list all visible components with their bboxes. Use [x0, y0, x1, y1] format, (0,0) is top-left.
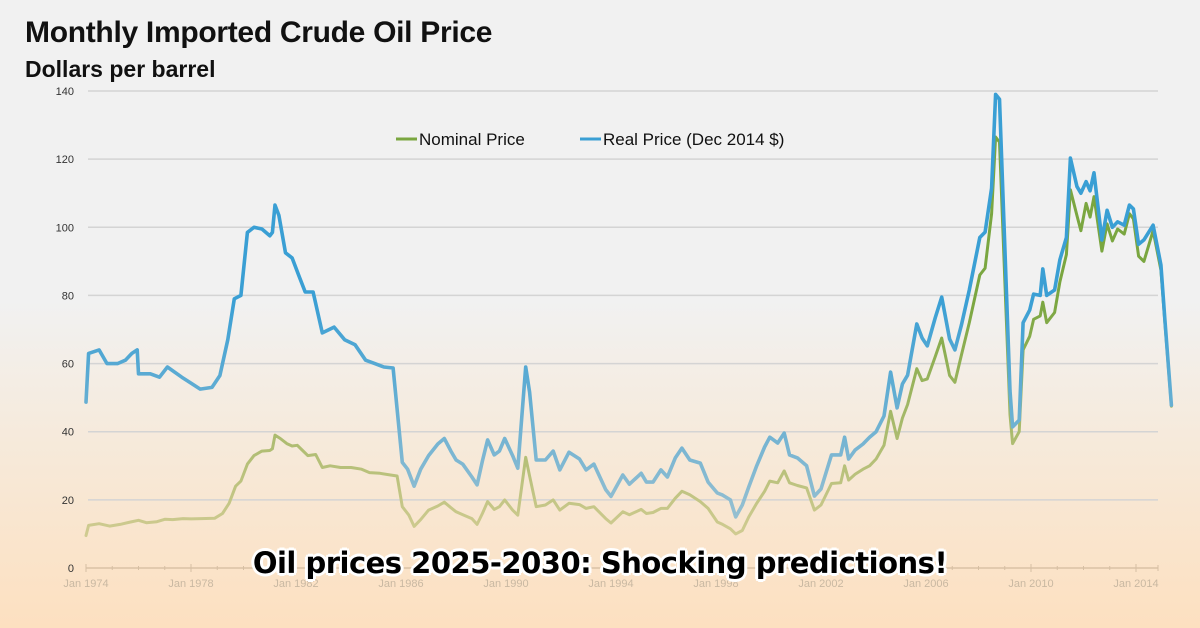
- x-tick-label: Jan 1994: [588, 578, 633, 590]
- chart-title: Monthly Imported Crude Oil Price: [25, 16, 493, 49]
- y-tick-label: 140: [56, 86, 74, 98]
- y-tick-label: 100: [56, 222, 74, 234]
- series: [84, 92, 1174, 538]
- chart-subtitle: Dollars per barrel: [25, 56, 216, 82]
- y-axis: 0 20 40 60 80 100 120 140: [56, 86, 74, 575]
- x-tick-label: Jan 1974: [63, 578, 108, 590]
- series-line-real: [84, 92, 1174, 519]
- headline-overlay: Oil prices 2025-2030: Shocking predictio…: [252, 546, 948, 580]
- gridlines: [88, 90, 1158, 501]
- y-tick-label: 120: [56, 154, 74, 166]
- x-tick-label: Jan 2006: [903, 578, 948, 590]
- legend-label-nominal: Nominal Price: [419, 130, 525, 149]
- y-tick-label: 0: [68, 563, 74, 575]
- y-tick-label: 40: [62, 427, 74, 439]
- x-tick-label: Jan 1990: [483, 578, 528, 590]
- y-tick-label: 80: [62, 290, 74, 302]
- x-tick-label: Jan 2010: [1008, 578, 1053, 590]
- y-tick-label: 60: [62, 359, 74, 371]
- x-axis: Jan 1974 Jan 1978 Jan 1982 Jan 1986 Jan 1990…: [63, 564, 1159, 590]
- legend: Nominal Price Real Price (Dec 2014 $): [396, 130, 784, 149]
- y-tick-label: 20: [62, 495, 74, 507]
- x-tick-label: Jan 2014: [1113, 578, 1158, 590]
- x-tick-label: Jan 2002: [798, 578, 843, 590]
- x-tick-label: Jan 1986: [378, 578, 423, 590]
- x-tick-label: Jan 1982: [273, 578, 318, 590]
- x-tick-label: Jan 1978: [168, 578, 213, 590]
- legend-label-real: Real Price (Dec 2014 $): [603, 130, 784, 149]
- series-line-nominal: [84, 135, 1173, 538]
- x-tick-label: Jan 1998: [693, 578, 738, 590]
